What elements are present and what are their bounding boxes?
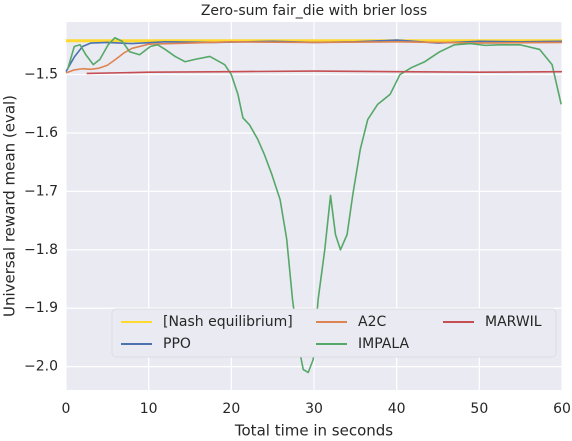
- y-axis-label: Universal reward mean (eval): [1, 95, 19, 317]
- lines: [65, 36, 563, 374]
- y-tick-label: −1.5: [24, 67, 58, 83]
- legend-label: PPO: [163, 336, 191, 352]
- legend: [Nash equilibrium] PPO A2C IMPALA MARWIL: [111, 308, 557, 358]
- y-tick-label: −2.0: [24, 359, 58, 375]
- y-tick-label: −1.7: [24, 183, 58, 199]
- y-tick-label: −1.9: [24, 300, 58, 316]
- x-tick-label: 40: [388, 401, 406, 417]
- x-tick-label: 20: [222, 401, 240, 417]
- legend-label: [Nash equilibrium]: [163, 314, 293, 330]
- chart-title: Zero-sum fair_die with brier loss: [201, 3, 427, 19]
- legend-label: MARWIL: [485, 314, 542, 330]
- legend-label: A2C: [358, 314, 386, 330]
- legend-label: IMPALA: [358, 336, 409, 352]
- x-tick-label: 0: [62, 401, 71, 417]
- x-tick-label: 50: [470, 401, 488, 417]
- y-tick-label: −1.8: [24, 242, 58, 258]
- x-tick-label: 30: [305, 401, 323, 417]
- series-line: [86, 70, 563, 75]
- y-tick-label: −1.6: [24, 125, 58, 141]
- x-tick-label: 10: [140, 401, 158, 417]
- x-axis-label: Total time in seconds: [234, 422, 393, 440]
- series-line: [66, 36, 562, 374]
- x-tick-label: 60: [553, 401, 571, 417]
